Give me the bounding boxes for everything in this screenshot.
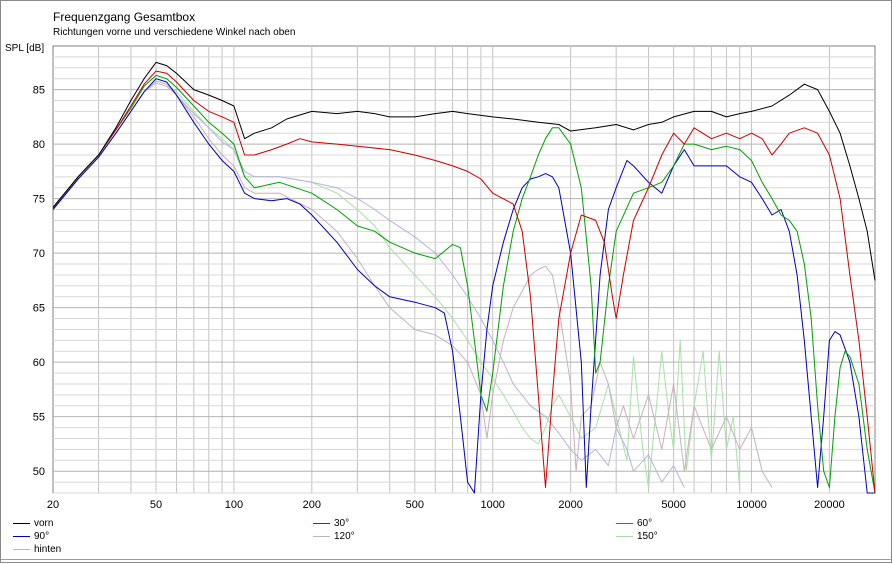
x-tick-label: 1000 [480,499,504,511]
y-axis-label: SPL [dB] [5,43,45,54]
y-tick-label: 60 [33,357,45,369]
legend-label: 120° [334,531,355,542]
legend-swatch [616,523,633,524]
x-tick-label: 5000 [661,499,685,511]
legend-label: vorn [34,518,54,529]
legend-swatch [313,523,330,524]
legend-swatch [13,523,30,524]
x-tick-label: 20000 [814,499,845,511]
series-line-hinten [52,82,685,488]
legend-label: 150° [637,531,658,542]
bottom-divider [1,559,892,560]
x-tick-label: 20 [47,499,59,511]
series-line-150 [52,80,741,488]
x-tick-label: 10000 [736,499,767,511]
legend-label: 90° [34,531,50,542]
legend-label: 30° [334,518,350,529]
legend-swatch [313,536,330,537]
legend-swatch [13,536,30,537]
legend-label: hinten [34,544,62,555]
series-line-60 [52,74,876,494]
y-tick-label: 85 [33,85,45,97]
y-tick-label: 70 [33,248,45,260]
chart-subtitle: Richtungen vorne und verschiedene Winkel… [53,27,296,38]
y-tick-label: 50 [33,466,45,478]
plot-frame [52,45,876,494]
y-tick-label: 65 [33,303,45,315]
series-line-90 [52,78,875,494]
legend-label: 60° [637,518,653,529]
x-tick-label: 2000 [558,499,582,511]
x-tick-label: 500 [406,499,424,511]
chart-title: Frequenzgang Gesamtbox [53,10,196,24]
tick-labels: 20 50 100 200 500 1000 2000 5000 10000 20000 50 55 6… [33,85,845,511]
series-line-30 [52,70,876,494]
x-tick-label: 100 [225,499,243,511]
series-line-120 [52,80,773,488]
x-tick-label: 200 [303,499,321,511]
y-tick-label: 80 [33,139,45,151]
legend-swatch [13,549,30,550]
grid-lines [52,45,876,494]
x-tick-label: 50 [150,499,162,511]
series-lines [52,61,876,494]
y-tick-label: 55 [33,412,45,424]
series-line-vorn [52,61,876,281]
legend-swatch [616,536,633,537]
y-tick-label: 75 [33,194,45,206]
